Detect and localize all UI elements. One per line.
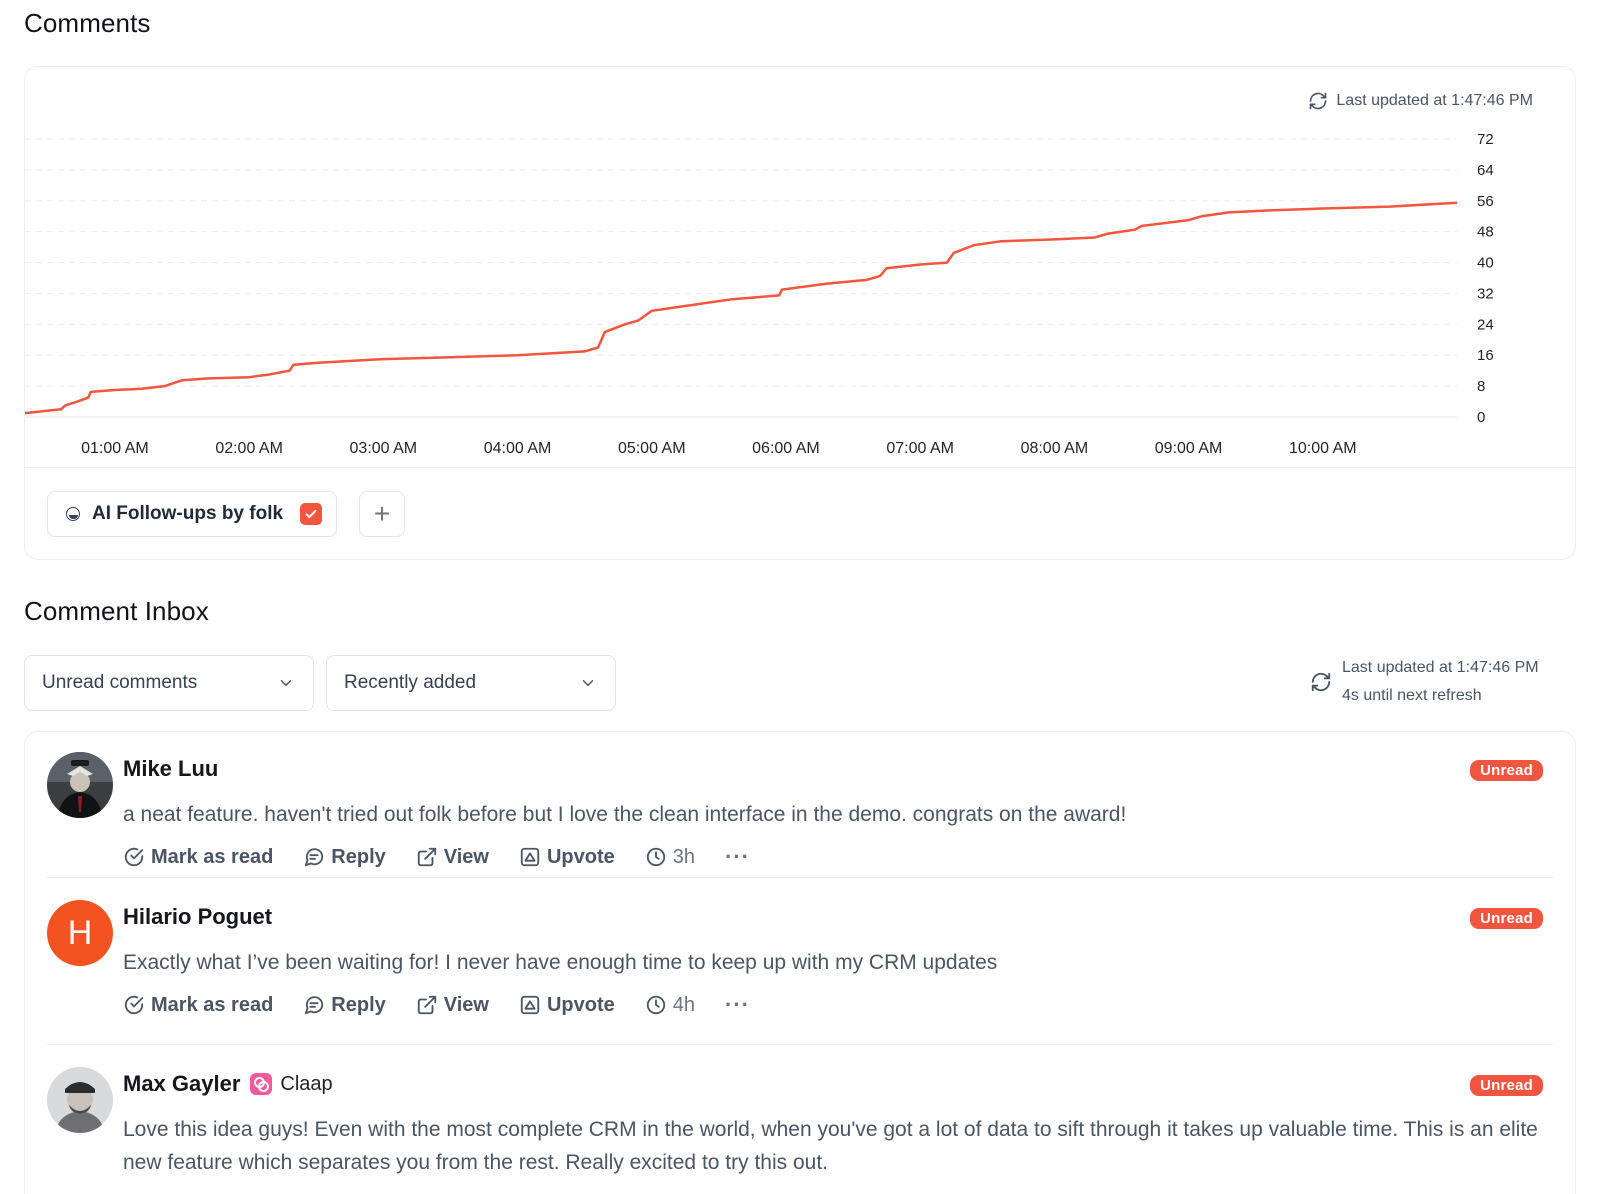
y-tick-label: 0	[1477, 409, 1485, 426]
message-circle-icon	[305, 848, 324, 867]
inbox-last-updated-text: Last updated at 1:47:46 PM	[1342, 659, 1539, 676]
y-tick-label: 16	[1477, 347, 1494, 364]
mark-as-read-button[interactable]: Mark as read	[123, 994, 273, 1017]
comment-inbox-list: Mike Luu Unread a neat feature. haven't …	[24, 731, 1576, 1194]
divider	[47, 877, 1553, 878]
comment-sort-select[interactable]: Recently added	[326, 655, 616, 711]
company-name: Claap	[280, 1072, 333, 1095]
comment-author[interactable]: Max Gayler Claap	[123, 1071, 333, 1096]
x-tick-label: 04:00 AM	[484, 440, 552, 457]
divider	[47, 1044, 1553, 1045]
more-options-icon[interactable]: ···	[725, 992, 751, 1017]
mark-as-read-button[interactable]: Mark as read	[123, 846, 273, 869]
comment-filter-select[interactable]: Unread comments	[24, 655, 314, 711]
upvote-button[interactable]: Upvote	[519, 994, 615, 1017]
add-series-button[interactable]: +	[359, 491, 405, 537]
comment-item: Max Gayler Claap Unread Love this idea g…	[47, 1067, 1553, 1194]
folk-logo-icon	[66, 507, 80, 521]
message-circle-icon	[305, 996, 324, 1015]
comment-text: a neat feature. haven't tried out folk b…	[123, 803, 1127, 826]
reply-button[interactable]: Reply	[303, 846, 386, 869]
comment-sort-value: Recently added	[344, 672, 477, 693]
unread-badge: Unread	[1470, 908, 1543, 929]
y-tick-label: 64	[1477, 162, 1494, 179]
y-tick-label: 72	[1477, 131, 1494, 148]
comment-item: Mike Luu Unread a neat feature. haven't …	[47, 752, 1553, 892]
external-link-icon	[417, 995, 436, 1015]
reply-button[interactable]: Reply	[303, 994, 386, 1017]
x-tick-label: 08:00 AM	[1021, 440, 1089, 457]
comment-author[interactable]: Mike Luu	[123, 756, 219, 781]
x-tick-label: 07:00 AM	[886, 440, 954, 457]
next-refresh-text: 4s until next refresh	[1342, 687, 1482, 704]
y-tick-label: 56	[1477, 193, 1494, 210]
upvote-button[interactable]: Upvote	[519, 846, 615, 869]
x-tick-label: 02:00 AM	[215, 440, 283, 457]
unread-badge: Unread	[1470, 1075, 1543, 1096]
avatar	[47, 752, 113, 818]
y-tick-label: 24	[1477, 316, 1494, 333]
x-tick-label: 05:00 AM	[618, 440, 686, 457]
comment-time: 3h	[645, 846, 695, 869]
x-tick-label: 03:00 AM	[350, 440, 418, 457]
more-options-icon[interactable]: ···	[725, 844, 751, 869]
inbox-last-updated: Last updated at 1:47:46 PM 4s until next…	[1310, 654, 1539, 710]
comment-actions: Mark as read Reply View Upvote 4h ···	[123, 992, 750, 1018]
refresh-icon[interactable]	[1308, 91, 1328, 111]
chart-divider	[25, 467, 1575, 468]
y-tick-label: 8	[1477, 378, 1485, 395]
check-circle-icon	[124, 847, 144, 867]
upvote-icon	[520, 995, 540, 1015]
ai-followups-filter-chip[interactable]: AI Follow-ups by folk	[47, 491, 337, 537]
unread-badge: Unread	[1470, 760, 1543, 781]
claap-logo-icon	[250, 1073, 273, 1095]
x-tick-label: 09:00 AM	[1155, 440, 1223, 457]
company-tag[interactable]: Claap	[250, 1072, 333, 1096]
external-link-icon	[417, 847, 436, 867]
view-button[interactable]: View	[416, 846, 489, 869]
comment-actions: Mark as read Reply View Upvote 3h ···	[123, 844, 750, 870]
x-tick-label: 10:00 AM	[1289, 440, 1357, 457]
view-button[interactable]: View	[416, 994, 489, 1017]
comment-filter-value: Unread comments	[42, 672, 198, 693]
clock-icon	[646, 847, 665, 867]
chart-last-updated-text: Last updated at 1:47:46 PM	[1336, 92, 1533, 109]
filter-chip-label: AI Follow-ups by folk	[92, 503, 284, 524]
upvote-icon	[520, 847, 540, 867]
y-tick-label: 48	[1477, 224, 1494, 241]
avatar	[47, 1067, 113, 1133]
comments-line-chart: 0 8 16 24 32 40 48 56 64 72 01:00 AM 02:00 AM 03:00 …	[25, 131, 1494, 457]
y-tick-label: 40	[1477, 255, 1494, 272]
comments-chart-card: Last updated at 1:47:46 PM 0 8 16 24 32 40 48 5…	[24, 66, 1576, 560]
comment-inbox-title: Comment Inbox	[24, 596, 209, 626]
check-circle-icon	[124, 995, 144, 1015]
plus-icon: +	[373, 498, 391, 529]
chart-last-updated: Last updated at 1:47:46 PM	[1308, 91, 1533, 111]
comment-time: 4h	[645, 994, 695, 1017]
x-tick-label: 01:00 AM	[81, 440, 149, 457]
avatar: H	[47, 900, 113, 966]
y-tick-label: 32	[1477, 285, 1494, 302]
checkbox-checked-icon[interactable]	[300, 503, 322, 525]
refresh-icon[interactable]	[1310, 671, 1332, 693]
comment-author[interactable]: Hilario Poguet	[123, 904, 273, 929]
comment-text: Exactly what I’ve been waiting for! I ne…	[123, 951, 998, 974]
chevron-down-icon	[280, 680, 292, 686]
comment-text: Love this idea guys! Even with the most …	[123, 1118, 1538, 1174]
comments-title: Comments	[24, 8, 151, 38]
chevron-down-icon	[582, 680, 594, 686]
clock-icon	[646, 995, 665, 1015]
comment-item: H Hilario Poguet Unread Exactly what I’v…	[47, 900, 1553, 1040]
comments-series-line	[25, 201, 1458, 415]
x-tick-label: 06:00 AM	[752, 440, 820, 457]
